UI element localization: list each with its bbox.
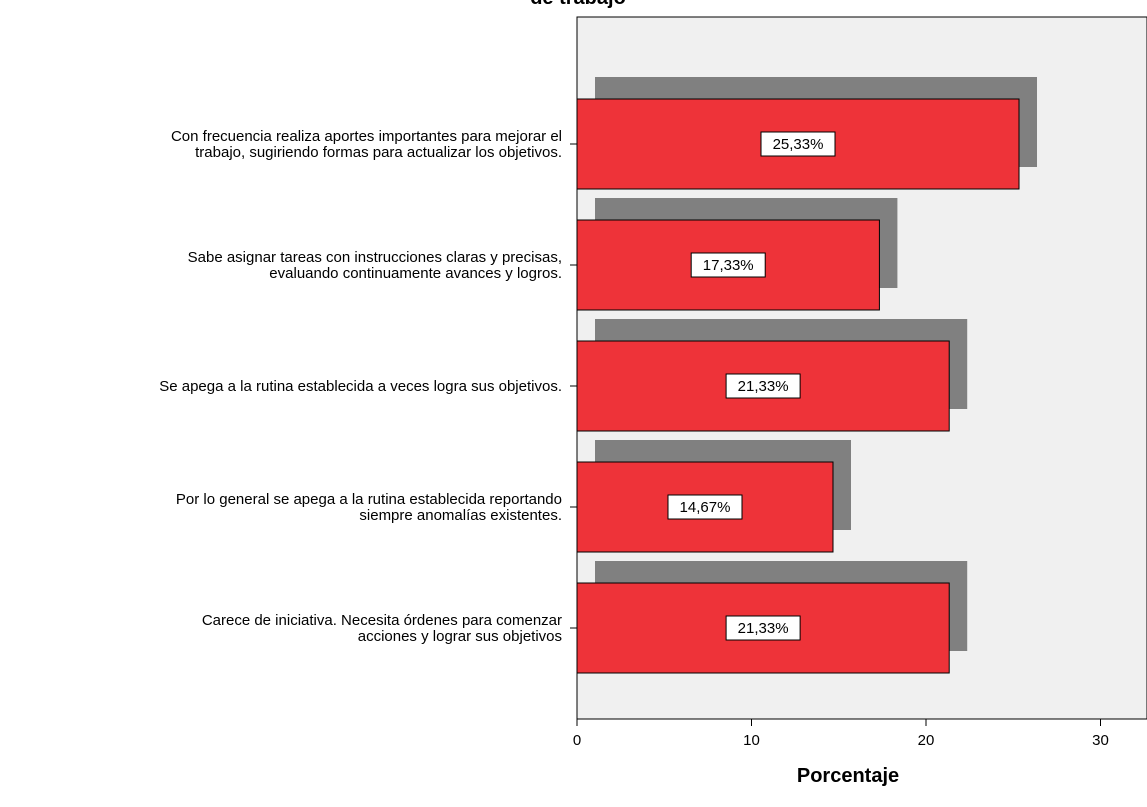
x-tick-label: 10: [743, 732, 760, 749]
data-label: 21,33%: [725, 373, 801, 399]
x-tick-label: 0: [573, 732, 581, 749]
data-label: 21,33%: [725, 615, 801, 641]
data-label-text: 21,33%: [738, 378, 789, 395]
category-label-line: Carece de iniciativa. Necesita órdenes p…: [202, 612, 562, 629]
data-label-box: [725, 615, 801, 641]
category-label-line: siempre anomalías existentes.: [359, 507, 562, 524]
data-label-text: 21,33%: [738, 620, 789, 637]
category-label-line: trabajo, sugiriendo formas para actualiz…: [195, 144, 562, 161]
category-label-line: Sabe asignar tareas con instrucciones cl…: [188, 249, 562, 266]
bars-layer: 25,33% 17,33% 21,33% 14,67% 21,33%: [576, 77, 1038, 674]
data-label: 14,67%: [667, 494, 743, 520]
category-label: Se apega a la rutina establecida a veces…: [159, 378, 562, 395]
data-label-text: 25,33%: [773, 136, 824, 153]
data-label-box: [725, 373, 801, 399]
x-tick-label: 30: [1092, 732, 1109, 749]
category-label: Carece de iniciativa. Necesita órdenes p…: [202, 612, 562, 645]
chart-title: de trabajo: [530, 0, 626, 9]
data-label-box: [760, 131, 836, 157]
axes: Con frecuencia realiza aportes important…: [159, 128, 1109, 749]
data-label: 25,33%: [760, 131, 836, 157]
x-axis-title: Porcentaje: [797, 765, 899, 787]
data-label-box: [690, 252, 766, 278]
category-label-line: Por lo general se apega a la rutina esta…: [176, 491, 562, 508]
category-label-line: acciones y lograr sus objetivos: [358, 628, 562, 645]
data-label-text: 17,33%: [703, 257, 754, 274]
category-label-line: evaluando continuamente avances y logros…: [269, 265, 562, 282]
category-label-line: Con frecuencia realiza aportes important…: [171, 128, 562, 145]
data-label-box: [667, 494, 743, 520]
category-label: Sabe asignar tareas con instrucciones cl…: [188, 249, 562, 282]
category-label: Por lo general se apega a la rutina esta…: [176, 491, 562, 524]
category-label-line: Se apega a la rutina establecida a veces…: [159, 378, 562, 395]
x-tick-label: 20: [918, 732, 935, 749]
category-label: Con frecuencia realiza aportes important…: [171, 128, 562, 161]
data-label-text: 14,67%: [680, 499, 731, 516]
data-label: 17,33%: [690, 252, 766, 278]
